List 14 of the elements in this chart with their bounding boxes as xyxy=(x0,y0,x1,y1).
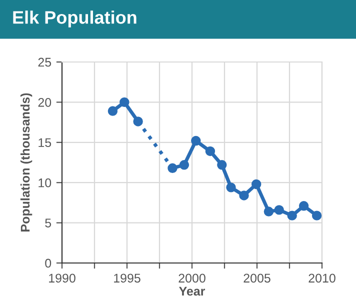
y-tick-label: 5 xyxy=(45,218,52,228)
y-tick-label: 20 xyxy=(38,98,52,107)
x-tick-label: 2000 xyxy=(178,274,206,283)
x-tick-label: 2010 xyxy=(308,274,336,283)
y-tick-label: 0 xyxy=(45,258,52,268)
chart-title: Elk Population xyxy=(13,10,136,28)
y-tick-label: 10 xyxy=(38,178,52,188)
x-tick-label: 1990 xyxy=(49,274,76,283)
x-tick-label: 1995 xyxy=(114,274,140,283)
x-axis-title: Year xyxy=(179,286,206,296)
y-axis-title: Population (thousands) xyxy=(20,93,32,232)
x-tick-label: 2005 xyxy=(244,274,270,283)
y-tick-label: 25 xyxy=(38,58,52,67)
y-tick-label: 15 xyxy=(38,138,52,148)
